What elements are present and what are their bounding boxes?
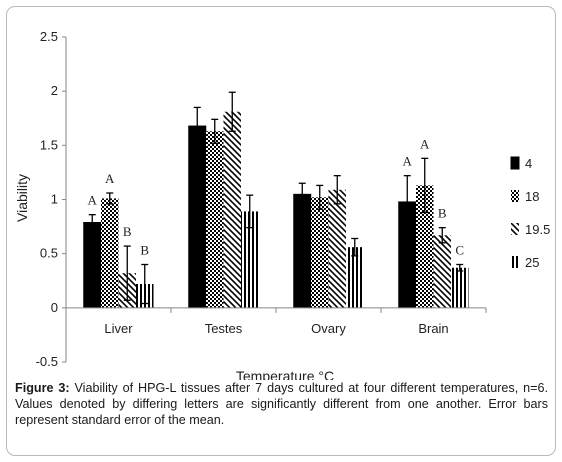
bar — [416, 185, 434, 308]
significance-letter: A — [88, 193, 98, 208]
bar — [433, 235, 451, 308]
figure-caption: Figure 3: Viability of HPG-L tissues aft… — [15, 380, 548, 428]
y-tick-label: 2 — [51, 83, 58, 98]
caption-text: Viability of HPG-L tissues after 7 days … — [15, 381, 548, 427]
legend-label: 4 — [525, 156, 532, 171]
bar — [346, 247, 364, 308]
bar — [101, 198, 119, 308]
caption-label: Figure 3: — [15, 381, 70, 395]
y-tick-label: -0.5 — [36, 354, 58, 369]
category-label: Testes — [205, 321, 243, 336]
bar — [188, 125, 207, 309]
x-axis-label: Temperature °C — [236, 368, 334, 380]
bar — [241, 211, 259, 308]
legend-label: 18 — [525, 189, 539, 204]
category-label: Brain — [418, 321, 448, 336]
significance-letter: A — [403, 154, 413, 169]
significance-letter: B — [140, 243, 149, 258]
legend-swatch — [511, 190, 519, 202]
bar — [223, 111, 241, 308]
legend-label: 25 — [525, 255, 539, 270]
significance-letter: B — [123, 224, 132, 239]
y-tick-label: 0 — [51, 300, 58, 315]
bar — [451, 267, 469, 308]
bar — [293, 193, 312, 309]
y-tick-label: 1.5 — [40, 137, 58, 152]
significance-letter: A — [105, 171, 115, 186]
bar — [206, 131, 224, 308]
bar — [83, 222, 102, 309]
legend-swatch — [510, 156, 520, 170]
legend-swatch — [511, 256, 519, 268]
y-axis-label: Viability — [14, 174, 30, 222]
category-label: Liver — [104, 321, 133, 336]
legend-label: 19.5 — [525, 222, 550, 237]
bar — [328, 189, 346, 308]
y-tick-label: 2.5 — [40, 29, 58, 44]
significance-letter: A — [420, 136, 430, 151]
bar — [311, 197, 329, 308]
significance-letter: C — [455, 243, 464, 258]
significance-letter: B — [438, 206, 447, 221]
y-tick-label: 1 — [51, 192, 58, 207]
legend-swatch — [511, 223, 519, 235]
y-tick-label: 0.5 — [40, 246, 58, 261]
category-label: Ovary — [311, 321, 346, 336]
